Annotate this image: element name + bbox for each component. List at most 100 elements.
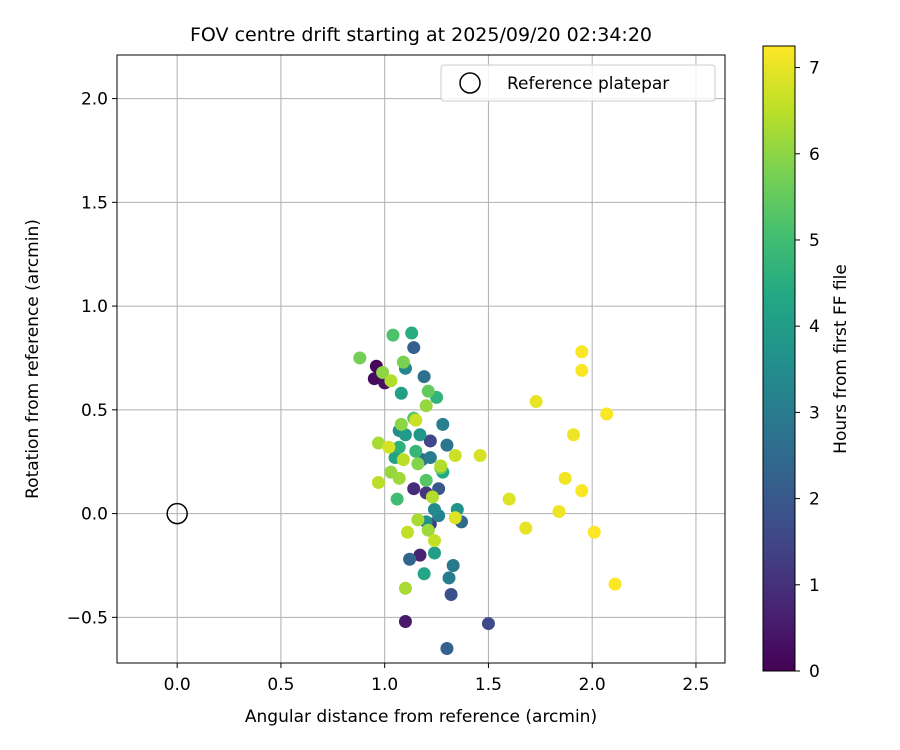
data-point [575, 484, 589, 498]
data-point [398, 428, 412, 442]
y-tick-label: 1.5 [81, 193, 108, 213]
data-point [427, 546, 441, 560]
data-point [519, 521, 533, 535]
data-point [371, 436, 385, 450]
legend: Reference platepar [440, 64, 716, 102]
grid-lines [117, 55, 725, 663]
data-point [446, 558, 460, 572]
data-point [423, 451, 437, 465]
colorbar-tick-label: 2 [809, 490, 820, 510]
colorbar: 0 1 2 3 4 5 6 7 Hours from first FF file [762, 45, 851, 682]
data-point [419, 399, 433, 413]
x-tick-label: 0.5 [267, 675, 294, 695]
data-point [558, 471, 572, 485]
data-point [405, 326, 419, 340]
data-point [411, 457, 425, 471]
colorbar-tick-label: 4 [809, 317, 820, 337]
x-tick-label: 1.0 [371, 675, 398, 695]
colorbar-tick-label: 7 [809, 59, 820, 79]
data-point [371, 475, 385, 489]
data-point [442, 571, 456, 585]
data-point [409, 444, 423, 458]
data-point [384, 374, 398, 388]
data-point [552, 505, 566, 519]
data-point [423, 434, 437, 448]
data-point [398, 581, 412, 595]
x-tick-label: 0.0 [164, 675, 191, 695]
data-point [417, 567, 431, 581]
data-point [396, 453, 410, 467]
data-point [382, 440, 396, 454]
plot-area [117, 55, 725, 663]
x-tick-label: 1.5 [475, 675, 502, 695]
data-point [436, 417, 450, 431]
data-point [407, 482, 421, 496]
colorbar-tick-label: 3 [809, 403, 820, 423]
data-point [421, 523, 435, 537]
data-point [427, 502, 441, 516]
data-point [386, 328, 400, 342]
data-point [396, 355, 410, 369]
x-tick-label: 2.5 [682, 675, 709, 695]
data-point [608, 577, 622, 591]
data-point [411, 513, 425, 527]
data-point [444, 588, 458, 602]
data-point [353, 351, 367, 365]
data-point [419, 473, 433, 487]
data-point [575, 345, 589, 359]
data-point [502, 492, 516, 506]
data-point [376, 365, 390, 379]
data-point [401, 525, 415, 539]
data-point [448, 511, 462, 525]
colorbar-tick-label: 6 [809, 145, 820, 165]
x-tick-label: 2.0 [579, 675, 606, 695]
data-point [575, 363, 589, 377]
data-point [587, 525, 601, 539]
data-point [567, 428, 581, 442]
legend-reference-label: Reference platepar [507, 74, 669, 94]
data-point [427, 534, 441, 548]
y-tick-label: 0.5 [81, 401, 108, 421]
data-point [481, 617, 495, 631]
y-tick-label: 1.0 [81, 297, 108, 317]
y-axis-ticks: −0.5 0.0 0.5 1.0 1.5 2.0 [67, 90, 117, 628]
colorbar-gradient [762, 45, 796, 672]
legend-reference-marker [459, 72, 481, 94]
data-point [392, 471, 406, 485]
data-point [392, 440, 406, 454]
data-point [421, 384, 435, 398]
colorbar-ticks: 0 1 2 3 4 5 6 7 [795, 59, 820, 682]
data-point [425, 490, 439, 504]
data-point [413, 548, 427, 562]
data-point [440, 438, 454, 452]
data-point [398, 614, 412, 628]
x-axis-label: Angular distance from reference (arcmin) [245, 707, 597, 727]
data-point [417, 370, 431, 384]
data-point [407, 341, 421, 355]
data-point [390, 492, 404, 506]
data-point [434, 459, 448, 473]
y-tick-label: −0.5 [67, 608, 108, 628]
legend-box [440, 64, 716, 102]
data-point [473, 448, 487, 462]
colorbar-tick-label: 5 [809, 231, 820, 251]
data-points [353, 326, 622, 655]
data-point [413, 428, 427, 442]
x-axis-ticks: 0.0 0.5 1.0 1.5 2.0 2.5 [164, 663, 709, 695]
plot-frame [116, 54, 726, 664]
y-tick-label: 0.0 [81, 505, 108, 525]
colorbar-tick-label: 1 [809, 576, 820, 596]
data-point [394, 417, 408, 431]
data-point [600, 407, 614, 421]
data-point [448, 448, 462, 462]
data-point [409, 413, 423, 427]
reference-point-marker [166, 502, 188, 525]
chart-title: FOV centre drift starting at 2025/09/20 … [190, 24, 652, 46]
data-point [394, 386, 408, 400]
colorbar-tick-label: 0 [809, 662, 820, 682]
colorbar-label: Hours from first FF file [831, 264, 851, 454]
data-point [403, 552, 417, 566]
y-tick-label: 2.0 [81, 90, 108, 110]
data-point [440, 641, 454, 655]
